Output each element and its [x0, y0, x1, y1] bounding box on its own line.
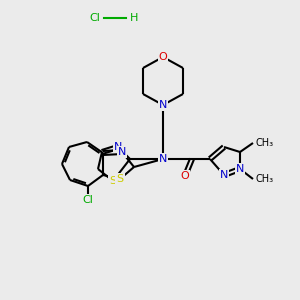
Text: S: S: [110, 176, 117, 186]
Text: CH₃: CH₃: [255, 138, 273, 148]
Text: N: N: [118, 147, 126, 157]
Text: N: N: [220, 170, 228, 180]
Text: Cl: Cl: [82, 195, 93, 205]
Text: S: S: [116, 174, 124, 184]
Text: O: O: [159, 52, 167, 62]
Text: N: N: [236, 164, 244, 174]
Text: O: O: [181, 171, 189, 181]
Text: H: H: [130, 13, 138, 23]
Text: CH₃: CH₃: [255, 174, 273, 184]
Text: N: N: [114, 142, 122, 152]
Text: N: N: [159, 154, 167, 164]
Text: N: N: [159, 100, 167, 110]
Text: Cl: Cl: [90, 13, 101, 23]
